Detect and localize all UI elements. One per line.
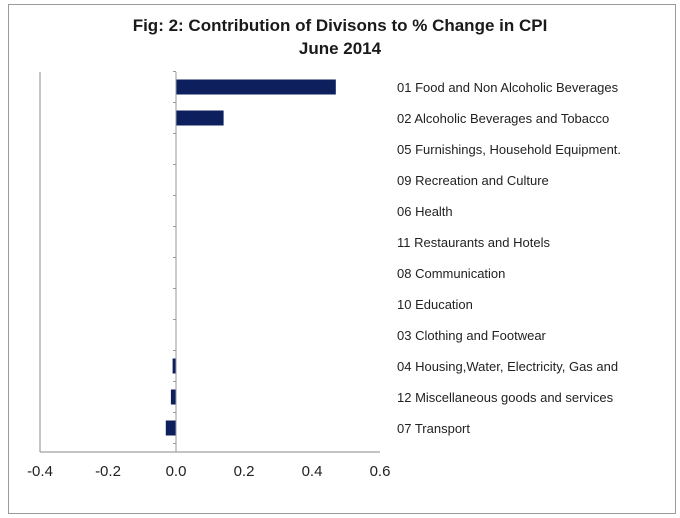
bar-2 <box>176 110 224 126</box>
x-tick-label: -0.2 <box>95 463 121 480</box>
x-tick-label: 0.2 <box>234 463 255 480</box>
chart-subtitle: June 2014 <box>298 39 382 58</box>
x-tick-label: 0.0 <box>166 463 187 480</box>
category-label: 02 Alcoholic Beverages and Tobacco <box>397 111 609 126</box>
category-label: 07 Transport <box>397 421 470 436</box>
bar-1 <box>176 79 336 95</box>
x-tick-label: 0.4 <box>302 463 323 480</box>
category-label: 03 Clothing and Footwear <box>397 328 547 343</box>
chart-frame <box>8 4 676 514</box>
x-tick-label: 0.6 <box>370 463 391 480</box>
category-label: 05 Furnishings, Household Equipment. <box>397 142 621 157</box>
chart-title: Fig: 2: Contribution of Divisons to % Ch… <box>132 16 548 35</box>
category-label: 10 Education <box>397 297 473 312</box>
category-label: 04 Housing,Water, Electricity, Gas and <box>397 359 618 374</box>
chart-title-block: Fig: 2: Contribution of Divisons to % Ch… <box>0 14 680 60</box>
bar-12 <box>165 420 176 436</box>
bar-10 <box>172 358 176 374</box>
category-label: 11 Restaurants and Hotels <box>397 235 550 250</box>
x-tick-label: -0.4 <box>27 463 53 480</box>
category-label: 08 Communication <box>397 266 505 281</box>
category-label: 12 Miscellaneous goods and services <box>397 390 614 405</box>
category-label: 01 Food and Non Alcoholic Beverages <box>397 80 619 95</box>
category-label: 09 Recreation and Culture <box>397 173 549 188</box>
bar-11 <box>170 389 176 405</box>
category-label: 06 Health <box>397 204 453 219</box>
